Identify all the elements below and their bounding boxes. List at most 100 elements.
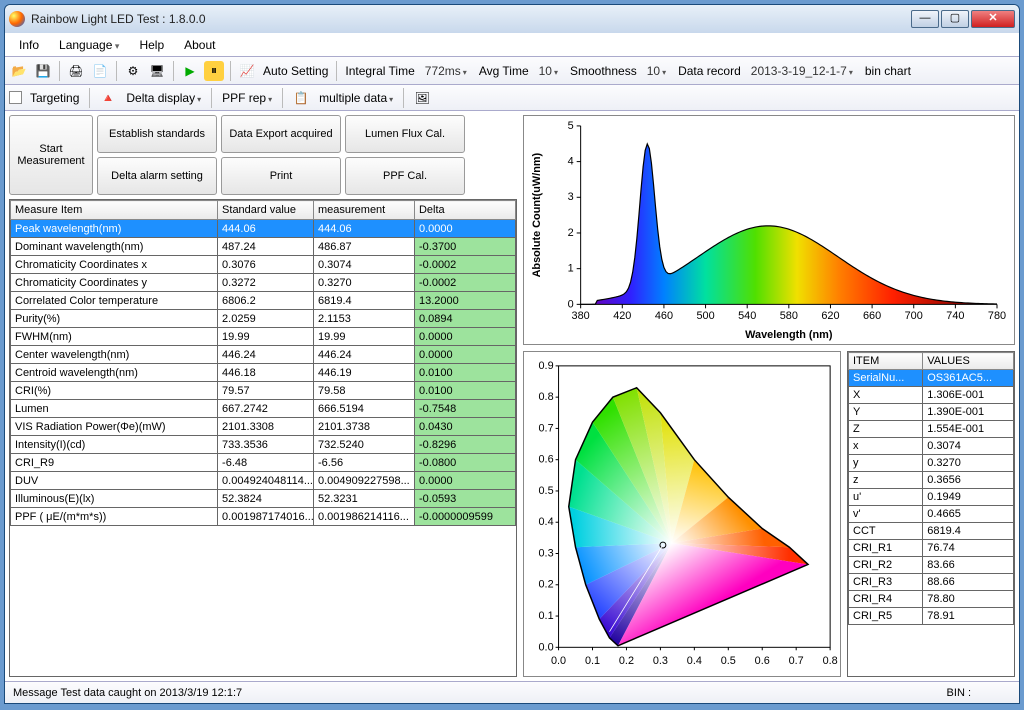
table-row[interactable]: Lumen667.2742666.5194-0.7548 [11,400,516,418]
gear-icon[interactable]: ⚙ [123,61,143,81]
smoothness-value[interactable]: 10 [643,64,672,78]
svg-text:0.6: 0.6 [755,655,770,667]
table-row[interactable]: Center wavelength(nm)446.24446.240.0000 [11,346,516,364]
status-message: Message Test data caught on 2013/3/19 12… [13,687,242,699]
measure-table[interactable]: Measure ItemStandard valuemeasurementDel… [9,199,517,677]
svg-text:4: 4 [568,156,574,168]
svg-text:0.6: 0.6 [539,454,554,466]
table-row[interactable]: z0.3656 [849,472,1014,489]
ppf-rep-button[interactable]: PPF rep [220,91,274,105]
table-row[interactable]: Chromaticity Coordinates x0.30760.3074-0… [11,256,516,274]
open-icon[interactable]: 📂 [9,61,29,81]
establish-standards-button[interactable]: Establish standards [97,115,217,153]
svg-text:540: 540 [738,310,756,322]
menubar: Info Language Help About [5,33,1019,57]
table-row[interactable]: x0.3074 [849,438,1014,455]
table-header[interactable]: ITEM [849,353,923,370]
menu-about[interactable]: About [176,36,223,54]
svg-text:500: 500 [696,310,714,322]
table-header[interactable]: Measure Item [11,201,218,220]
svg-text:0.0: 0.0 [551,655,566,667]
menu-language[interactable]: Language [51,36,127,54]
close-button[interactable]: ✕ [971,10,1015,28]
maximize-button[interactable]: ▢ [941,10,969,28]
avg-time-value[interactable]: 10 [535,64,564,78]
table-row[interactable]: DUV0.004924048114...0.004909227598...0.0… [11,472,516,490]
svg-text:0.1: 0.1 [539,610,554,622]
picture-icon[interactable]: 🖼 [412,88,432,108]
table-row[interactable]: u'0.1949 [849,489,1014,506]
sheet-icon[interactable]: 📋 [291,88,311,108]
print-button[interactable]: Print [221,157,341,195]
table-row[interactable]: Dominant wavelength(nm)487.24486.87-0.37… [11,238,516,256]
table-row[interactable]: v'0.4665 [849,506,1014,523]
svg-text:620: 620 [821,310,839,322]
export-icon[interactable]: 📄 [90,61,110,81]
multiple-data-button[interactable]: multiple data [317,91,395,105]
table-row[interactable]: Centroid wavelength(nm)446.18446.190.010… [11,364,516,382]
table-header[interactable]: measurement [313,201,414,220]
lumen-flux-cal-button[interactable]: Lumen Flux Cal. [345,115,465,153]
table-row[interactable]: Y1.390E-001 [849,404,1014,421]
auto-setting-label[interactable]: Auto Setting [261,64,330,78]
table-row[interactable]: Correlated Color temperature6806.26819.4… [11,292,516,310]
table-row[interactable]: FWHM(nm)19.9919.990.0000 [11,328,516,346]
device-icon[interactable]: 🖥 [147,61,167,81]
bin-chart-button[interactable]: bin chart [863,64,913,78]
targeting-checkbox[interactable] [9,91,22,104]
start-measurement-button[interactable]: Start Measurement [9,115,93,195]
prism-icon[interactable]: 🔺 [98,88,118,108]
delta-display-button[interactable]: Delta display [124,91,203,105]
table-row[interactable]: X1.306E-001 [849,387,1014,404]
table-row[interactable]: CRI(%)79.5779.580.0100 [11,382,516,400]
menu-info[interactable]: Info [11,36,47,54]
table-row[interactable]: CRI_R478.80 [849,591,1014,608]
integral-time-label: Integral Time [343,64,416,78]
chromaticity-chart: 0.00.10.20.30.40.50.60.70.80.00.10.20.30… [523,351,841,677]
table-row[interactable]: VIS Radiation Power(Φe)(mW)2101.33082101… [11,418,516,436]
menu-help[interactable]: Help [131,36,172,54]
integral-time-value[interactable]: 772ms [421,64,473,78]
svg-text:580: 580 [780,310,798,322]
svg-text:0.8: 0.8 [539,391,554,403]
app-window: Rainbow Light LED Test : 1.8.0.0 — ▢ ✕ I… [4,4,1020,704]
svg-text:460: 460 [655,310,673,322]
data-export-button[interactable]: Data Export acquired [221,115,341,153]
table-header[interactable]: Delta [414,201,515,220]
table-row[interactable]: Purity(%)2.02592.11530.0894 [11,310,516,328]
svg-text:0.3: 0.3 [653,655,668,667]
values-table[interactable]: ITEMVALUESSerialNu...OS361AC5...X1.306E-… [847,351,1015,677]
table-row[interactable]: Chromaticity Coordinates y0.32720.3270-0… [11,274,516,292]
delta-alarm-button[interactable]: Delta alarm setting [97,157,217,195]
table-row[interactable]: CRI_R9-6.48-6.56-0.0800 [11,454,516,472]
table-header[interactable]: VALUES [923,353,1014,370]
minimize-button[interactable]: — [911,10,939,28]
svg-text:Absolute Count(uW/nm): Absolute Count(uW/nm) [531,152,543,277]
ppf-cal-button[interactable]: PPF Cal. [345,157,465,195]
save-icon[interactable]: 💾 [33,61,53,81]
svg-text:660: 660 [863,310,881,322]
titlebar[interactable]: Rainbow Light LED Test : 1.8.0.0 — ▢ ✕ [5,5,1019,33]
svg-text:740: 740 [946,310,964,322]
play-icon[interactable]: ▶ [180,61,200,81]
table-row[interactable]: Illuminous(E)(lx)52.382452.3231-0.0593 [11,490,516,508]
table-row[interactable]: CRI_R176.74 [849,540,1014,557]
table-row[interactable]: Peak wavelength(nm)444.06444.060.0000 [11,220,516,238]
table-row[interactable]: CRI_R578.91 [849,608,1014,625]
table-row[interactable]: y0.3270 [849,455,1014,472]
avg-time-label: Avg Time [477,64,531,78]
table-row[interactable]: CCT6819.4 [849,523,1014,540]
table-row[interactable]: PPF ( μE/(m*m*s))0.001987174016...0.0019… [11,508,516,526]
chart-icon[interactable]: 📈 [237,61,257,81]
table-row[interactable]: CRI_R388.66 [849,574,1014,591]
print-icon[interactable]: 🖨 [66,61,86,81]
status-bin: BIN : [947,687,1011,699]
table-row[interactable]: CRI_R283.66 [849,557,1014,574]
table-row[interactable]: SerialNu...OS361AC5... [849,370,1014,387]
table-row[interactable]: Intensity(I)(cd)733.3536732.5240-0.8296 [11,436,516,454]
table-row[interactable]: Z1.554E-001 [849,421,1014,438]
pause-icon[interactable]: ⏸ [204,61,224,81]
table-header[interactable]: Standard value [218,201,314,220]
svg-text:1: 1 [568,263,574,275]
data-record-value[interactable]: 2013-3-19_12-1-7 [747,64,859,78]
